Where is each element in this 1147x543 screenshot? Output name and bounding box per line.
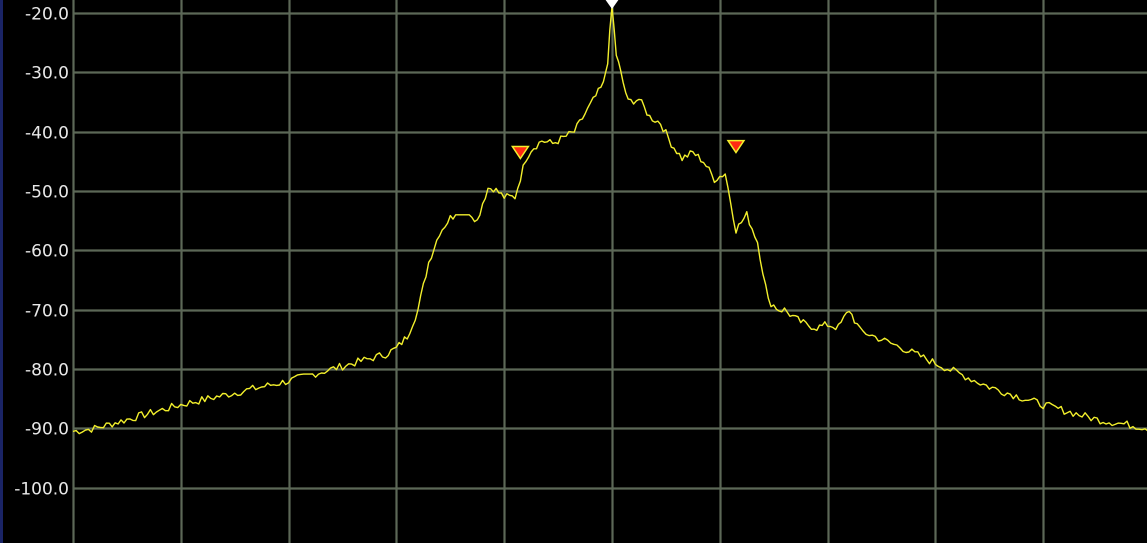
- y-tick-labels: -20.0 -30.0 -40.0 -50.0 -60.0 -70.0 -80.0 -90.0…: [14, 5, 69, 500]
- marker-layer: [510, 0, 746, 160]
- marker-1-marker[interactable]: [510, 145, 530, 160]
- y-tick-label: -80.0: [25, 361, 69, 381]
- y-tick-label: -50.0: [25, 183, 69, 203]
- y-tick-label: -100.0: [14, 480, 69, 500]
- grid-layer: [72, 0, 1147, 543]
- y-tick-label: -20.0: [25, 5, 69, 25]
- y-tick-label: -30.0: [25, 64, 69, 84]
- trace-layer: [72, 6, 1147, 435]
- spectrum-trace: [72, 6, 1147, 435]
- y-tick-label: -90.0: [25, 420, 69, 440]
- marker-2-marker[interactable]: [726, 139, 746, 154]
- left-edge-bar: [0, 0, 3, 543]
- y-tick-label: -40.0: [25, 124, 69, 144]
- y-tick-label: -70.0: [25, 302, 69, 322]
- reference-marker[interactable]: [605, 0, 619, 9]
- y-tick-label: -60.0: [25, 242, 69, 262]
